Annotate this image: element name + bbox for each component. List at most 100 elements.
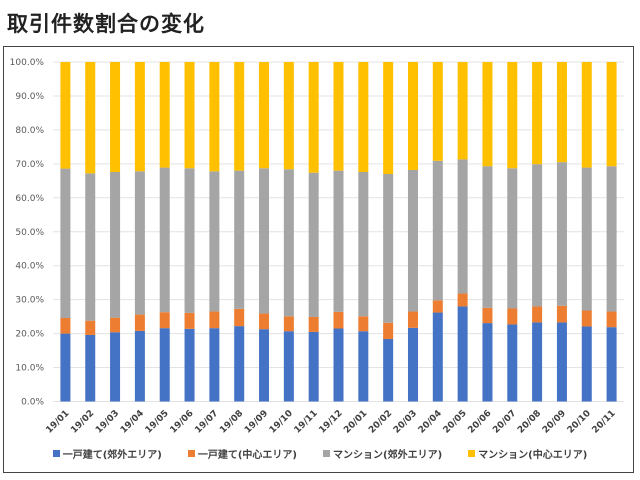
bar-segment-3-19-10 xyxy=(283,169,294,317)
bar-segment-4-19-04 xyxy=(134,62,145,172)
legend-swatch xyxy=(323,450,330,457)
bar-segment-3-20-01 xyxy=(358,171,369,317)
y-tick-label: 10.0% xyxy=(15,364,44,374)
y-tick-label: 30.0% xyxy=(15,296,44,306)
bar-segment-4-19-05 xyxy=(159,62,170,168)
x-tick-label: 19/01 xyxy=(44,409,71,436)
legend-label: 一戸建て(中心エリア) xyxy=(197,450,297,461)
bar-segment-1-20-03 xyxy=(407,327,418,402)
bar-segment-4-19-07 xyxy=(209,62,220,172)
bar-segment-2-19-03 xyxy=(110,317,121,333)
bar-segment-3-19-01 xyxy=(60,168,71,318)
bar-segment-4-20-08 xyxy=(532,62,543,165)
y-tick-label: 90.0% xyxy=(15,92,44,102)
bar-segment-4-19-11 xyxy=(308,62,319,173)
x-tick-label: 20/10 xyxy=(566,409,593,436)
bar-segment-3-20-11 xyxy=(606,166,617,312)
bar-segment-1-20-01 xyxy=(358,331,369,402)
bar-segment-2-20-04 xyxy=(432,300,443,313)
legend-item-3: マンション(郊外エリア) xyxy=(323,446,442,461)
bar-segment-3-19-09 xyxy=(259,168,270,314)
bar-segment-4-20-02 xyxy=(383,62,394,175)
bar-segment-2-20-06 xyxy=(482,307,493,324)
bar-segment-1-19-10 xyxy=(283,331,294,402)
y-tick-label: 0.0% xyxy=(21,398,44,408)
bar-segment-1-19-03 xyxy=(110,332,121,402)
bar-segment-1-19-08 xyxy=(234,326,245,402)
bar-segment-1-20-04 xyxy=(432,312,443,402)
page-title: 取引件数割合の変化 xyxy=(7,12,205,36)
bar-segment-4-20-06 xyxy=(482,62,493,167)
bar-segment-2-19-07 xyxy=(209,311,220,329)
x-tick-label: 20/08 xyxy=(516,409,543,436)
x-tick-label: 20/02 xyxy=(367,409,394,436)
bar-segment-2-19-10 xyxy=(283,316,294,332)
bar-segment-4-20-10 xyxy=(581,62,592,168)
bar-segment-3-19-08 xyxy=(234,170,245,309)
bar-segment-1-20-06 xyxy=(482,323,493,402)
x-tick-label: 20/07 xyxy=(491,409,518,436)
bar-segment-2-20-10 xyxy=(581,310,592,327)
bar-segment-3-20-09 xyxy=(556,162,567,306)
legend-swatch xyxy=(52,450,60,457)
y-tick-label: 20.0% xyxy=(15,330,44,340)
bar-segment-2-19-04 xyxy=(134,314,145,331)
bar-segment-4-20-03 xyxy=(407,62,418,170)
bar-segment-4-19-10 xyxy=(283,62,294,170)
bar-segment-1-19-06 xyxy=(184,328,195,402)
bar-segment-4-19-08 xyxy=(234,62,245,171)
bar-segment-1-19-04 xyxy=(134,330,145,402)
bar-segment-2-20-08 xyxy=(532,306,543,323)
legend-swatch xyxy=(468,450,476,457)
y-tick-label: 60.0% xyxy=(15,194,44,204)
x-tick-label: 20/09 xyxy=(541,409,568,436)
bar-segment-3-19-04 xyxy=(134,171,145,315)
bar-segment-1-19-01 xyxy=(60,333,71,402)
x-tick-label: 19/06 xyxy=(169,409,196,436)
legend-item-4: マンション(中心エリア) xyxy=(468,446,587,461)
bars xyxy=(60,62,617,402)
x-tick-label: 19/11 xyxy=(293,409,320,436)
legend-label: マンション(中心エリア) xyxy=(478,450,588,461)
bar-segment-1-20-09 xyxy=(556,322,567,402)
x-tick-label: 19/05 xyxy=(144,409,171,436)
x-axis-ticks: 19/0119/0219/0319/0419/0519/0619/0719/08… xyxy=(44,409,617,436)
bar-segment-1-20-05 xyxy=(457,306,468,402)
bar-segment-4-19-12 xyxy=(333,62,344,171)
x-tick-label: 20/11 xyxy=(591,409,618,436)
bar-segment-3-20-02 xyxy=(383,174,394,323)
bar-segment-2-20-02 xyxy=(383,322,394,340)
bar-segment-4-20-04 xyxy=(432,62,443,161)
x-tick-label: 19/08 xyxy=(218,409,245,436)
bar-segment-1-19-09 xyxy=(259,329,270,402)
bar-segment-4-20-01 xyxy=(358,62,369,172)
bar-segment-1-20-07 xyxy=(507,324,518,402)
x-tick-label: 19/10 xyxy=(268,409,295,436)
bar-segment-3-20-10 xyxy=(581,167,592,311)
bar-segment-3-20-08 xyxy=(532,164,543,307)
bar-segment-4-20-05 xyxy=(457,62,468,160)
bar-segment-2-20-11 xyxy=(606,311,617,328)
bar-segment-4-20-09 xyxy=(556,62,567,163)
legend-label: 一戸建て(郊外エリア) xyxy=(62,450,162,461)
x-tick-label: 20/05 xyxy=(442,409,469,436)
x-tick-label: 19/02 xyxy=(69,409,96,436)
x-tick-label: 20/06 xyxy=(466,409,493,436)
bar-segment-2-20-03 xyxy=(407,311,418,328)
legend-swatch xyxy=(187,450,195,457)
x-tick-label: 20/03 xyxy=(392,409,419,436)
x-tick-label: 20/01 xyxy=(342,409,369,436)
bar-segment-1-20-02 xyxy=(383,339,394,402)
bar-segment-3-19-05 xyxy=(159,167,170,313)
y-tick-label: 80.0% xyxy=(15,126,44,136)
legend-item-1: 一戸建て(郊外エリア) xyxy=(52,446,162,461)
bar-segment-3-19-03 xyxy=(110,171,121,318)
bar-segment-2-19-08 xyxy=(234,308,245,327)
bar-segment-1-20-10 xyxy=(581,326,592,402)
bar-segment-2-19-02 xyxy=(85,320,96,335)
bar-segment-3-20-03 xyxy=(407,169,418,312)
y-tick-label: 100.0% xyxy=(10,58,45,68)
y-tick-label: 70.0% xyxy=(15,160,44,170)
bar-segment-1-19-05 xyxy=(159,328,170,402)
